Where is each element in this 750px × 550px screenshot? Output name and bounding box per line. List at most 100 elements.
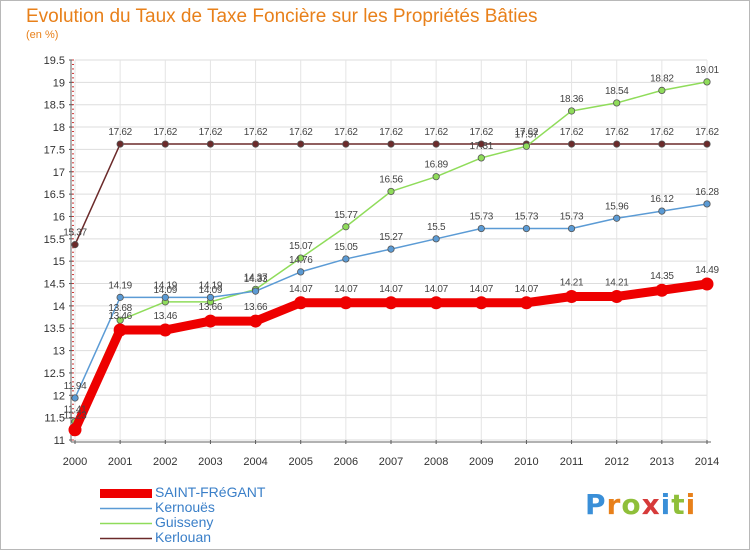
y-tick-label: 13.5 [44,323,65,335]
y-tick-label: 12 [53,390,65,402]
data-label: 17.62 [424,127,448,138]
legend-label-saint-fregant: SAINT-FRéGANT [155,484,266,500]
x-tick-label: 2014 [695,456,719,468]
data-label: 13.46 [154,311,178,322]
data-label: 17.62 [334,127,358,138]
legend-label-kerlouan: Kerlouan [155,529,212,545]
logo-letter: P [585,488,607,521]
data-point [342,255,350,263]
data-label: 15.5 [427,222,446,233]
y-tick-label: 12.5 [44,368,65,380]
data-point [565,289,579,303]
data-point [387,245,395,253]
data-label: 14.49 [695,265,719,276]
data-label: 16.56 [379,174,403,185]
data-point [387,140,395,148]
y-tick-label: 17 [53,167,65,179]
data-label: 15.37 [63,228,87,239]
data-label: 14.07 [379,284,403,295]
data-point [161,293,169,301]
x-tick-label: 2010 [514,456,538,468]
data-point [339,296,353,310]
legend-swatch-saint-fregant [100,489,152,498]
logo-letter: o [621,488,642,521]
data-label: 15.73 [515,212,539,223]
data-point [432,235,440,243]
data-point [251,287,260,295]
data-point [432,173,440,181]
data-point [249,314,263,328]
data-point [477,154,485,162]
logo-letter: r [606,488,622,521]
logo-letter: i [685,488,697,521]
data-label: 13.66 [244,302,268,313]
data-point [161,140,169,148]
data-point [522,142,531,150]
data-point [477,140,485,148]
data-point [522,224,531,233]
data-label: 16.89 [424,160,448,171]
data-point [567,140,576,148]
y-tick-label: 11 [54,435,65,447]
data-label: 17.62 [650,127,674,138]
x-tick-label: 2001 [108,456,132,468]
data-point [71,241,79,249]
x-tick-label: 2012 [604,456,628,468]
data-label: 11.23 [64,411,88,422]
data-point [68,423,82,437]
y-tick-label: 11.5 [44,413,65,425]
data-point [700,277,714,291]
data-point [116,293,124,301]
legend-label-kernoues: Kernouës [155,499,215,515]
data-label: 17.62 [108,127,132,138]
data-point [113,323,127,337]
x-tick-label: 2013 [650,456,674,468]
data-label: 14.07 [289,284,313,295]
data-label: 13.46 [108,311,132,322]
data-point [658,140,666,148]
data-point [477,224,485,233]
data-point [384,296,398,310]
data-point [342,223,350,231]
data-label: 14.07 [470,284,494,295]
chart-title: Evolution du Taux de Taxe Foncière sur l… [26,6,538,27]
data-label: 18.54 [605,86,629,97]
data-point [703,140,711,148]
legend-swatch-kernoues [100,507,152,510]
legend-swatch-kerlouan [100,537,152,540]
y-tick-label: 18 [53,122,65,134]
y-tick-label: 18.5 [44,100,65,112]
data-label: 14.07 [334,284,358,295]
data-label: 17.57 [515,129,539,140]
data-point [71,394,79,402]
data-label: 14.09 [154,285,178,296]
data-label: 11.94 [64,381,88,392]
y-tick-label: 19 [53,77,65,89]
data-label: 11.41 [64,405,88,416]
data-point [206,293,215,301]
x-tick-label: 2002 [153,456,177,468]
data-label: 14.35 [650,271,674,282]
logo-letter: x [641,488,661,521]
data-point [567,107,576,115]
data-point [297,254,305,262]
data-point [342,140,350,148]
data-point [251,140,260,148]
data-label: 17.62 [244,127,268,138]
data-label: 15.27 [379,232,403,243]
data-point [613,99,621,107]
data-point [116,316,124,324]
data-label: 17.62 [695,127,719,138]
data-point [432,140,440,148]
data-label: 14.21 [560,277,584,288]
data-label: 16.12 [650,194,674,205]
data-point [658,86,666,95]
data-label: 16.28 [695,187,719,198]
data-label: 14.21 [605,277,629,288]
data-point [655,283,669,297]
data-label: 17.31 [470,141,494,152]
data-label: 17.62 [199,127,223,138]
data-label: 15.07 [289,241,313,252]
data-point [387,187,395,196]
